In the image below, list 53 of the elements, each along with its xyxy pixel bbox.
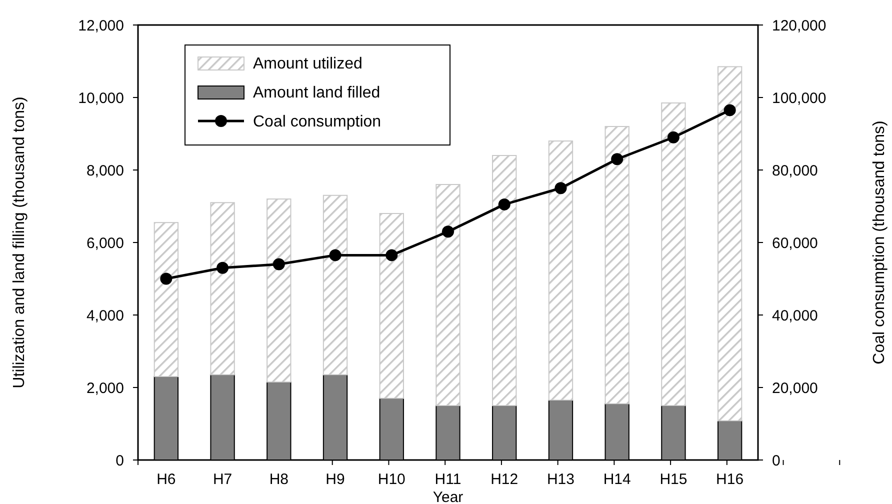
x-tick-label: H8 <box>269 471 289 488</box>
point <box>724 104 736 116</box>
point <box>386 249 398 262</box>
y-tick-label: 10,000 <box>78 90 124 107</box>
point <box>272 258 285 270</box>
y-axis-title: Utilization and land filling (thousand tons) <box>11 96 28 388</box>
bar <box>266 198 292 383</box>
x-tick-label: H7 <box>212 471 232 488</box>
bar <box>379 213 404 399</box>
bar <box>604 126 630 404</box>
point <box>554 182 567 194</box>
y2-axis-title: Coal consumption (thousand tons) <box>871 120 888 364</box>
y-tick-label: 2,000 <box>86 380 124 397</box>
y-tick-label: 6,000 <box>86 234 124 252</box>
legend-label: Amount utilized <box>253 56 362 73</box>
bar <box>322 194 348 376</box>
legend-label: Amount land filled <box>253 84 380 102</box>
point <box>216 262 229 274</box>
x-axis-title: Year <box>432 489 464 504</box>
bar <box>436 184 460 406</box>
bar <box>548 140 574 401</box>
x-tick-label: H6 <box>156 471 176 488</box>
x-tick-label: H10 <box>378 471 406 488</box>
bar <box>717 66 742 422</box>
legend-label: Coal consumption <box>253 114 382 131</box>
point <box>498 198 510 210</box>
y2-tick-label: 20,000 <box>772 380 818 397</box>
y2-tick-label: 60,000 <box>772 234 818 252</box>
x-tick-label: H11 <box>434 471 462 488</box>
bar <box>210 202 235 376</box>
y2-tick-label: 120,000 <box>772 17 826 34</box>
y-tick-label: 0 <box>116 452 124 470</box>
y2-tick-label: 40,000 <box>772 307 818 324</box>
point <box>442 226 454 238</box>
y2-tick-label: 0 <box>772 452 780 470</box>
bar <box>661 102 686 406</box>
y-tick-label: 4,000 <box>86 307 124 324</box>
bar <box>492 155 517 406</box>
point <box>611 153 624 166</box>
x-tick-label: H13 <box>546 471 574 488</box>
x-tick-label: H14 <box>603 471 631 488</box>
bar <box>154 222 179 378</box>
y-tick-label: 12,000 <box>78 17 124 34</box>
x-tick-label: H15 <box>660 471 688 488</box>
x-tick-label: H9 <box>326 471 345 488</box>
y-tick-label: 8,000 <box>86 162 124 180</box>
point <box>160 272 172 285</box>
point <box>667 131 680 144</box>
y2-tick-label: 80,000 <box>772 162 818 180</box>
y2-tick-label: 100,000 <box>772 90 826 107</box>
x-tick-label: H16 <box>716 471 744 488</box>
point <box>329 249 342 262</box>
x-tick-label: H12 <box>490 471 518 488</box>
